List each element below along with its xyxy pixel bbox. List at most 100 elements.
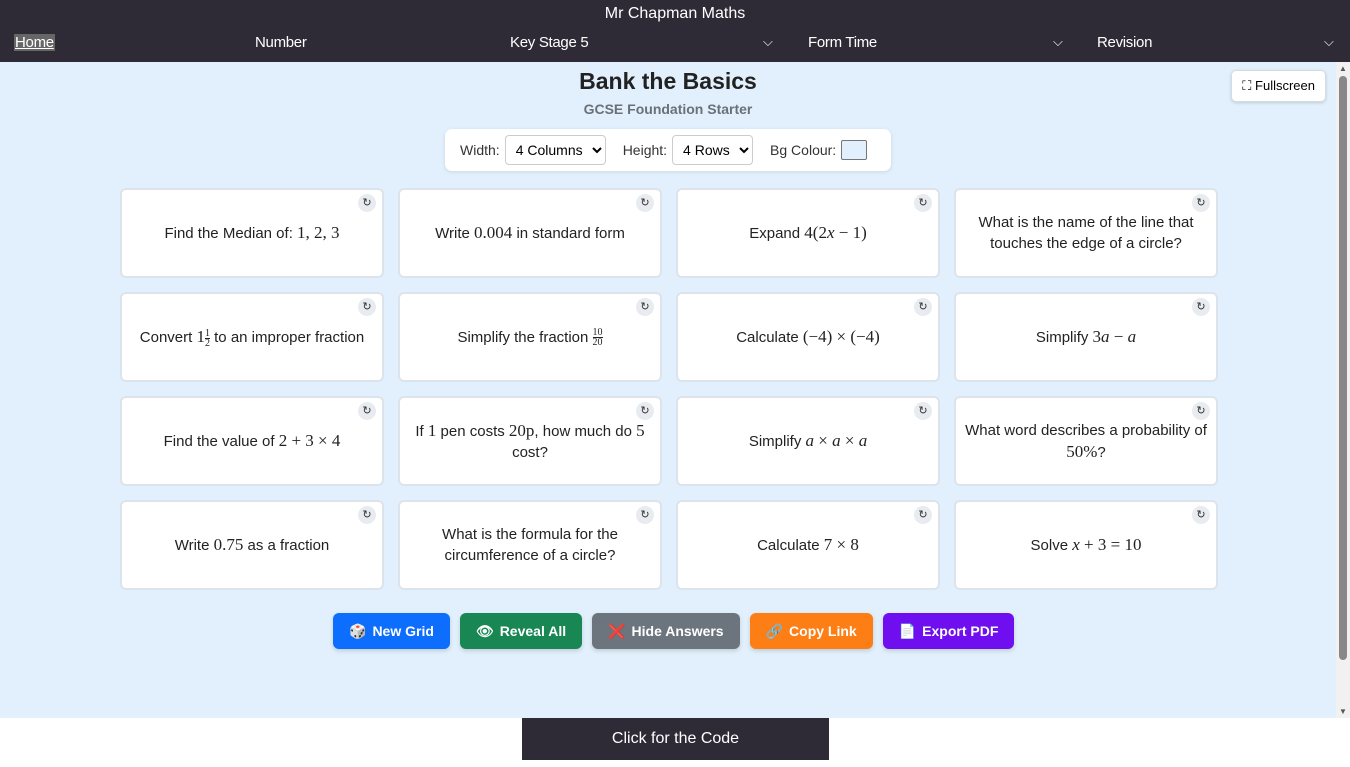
question-card[interactable]: ↻ Calculate 7 × 8	[676, 500, 940, 590]
grid-controls: Width: 4 Columns Height: 4 Rows Bg Colou…	[445, 129, 891, 171]
copy-link-label: Copy Link	[789, 623, 857, 639]
width-label: Width:	[460, 142, 500, 158]
math-expression: 2 + 3 × 4	[278, 431, 341, 450]
reveal-all-button[interactable]: 👁 Reveal All	[459, 613, 583, 649]
header: Mr Chapman Maths Home Number Key Stage 5…	[0, 0, 1350, 62]
refresh-icon[interactable]: ↻	[1192, 506, 1210, 524]
refresh-icon[interactable]: ↻	[636, 194, 654, 212]
question-text: Find the value of 2 + 3 × 4	[164, 430, 341, 452]
fraction-denominator: 2	[204, 337, 210, 349]
nav-form-time[interactable]: Form Time	[808, 34, 877, 51]
question-card[interactable]: ↻ Simplify a × a × a	[676, 396, 940, 486]
question-card[interactable]: ↻ Write 0.75 as a fraction	[120, 500, 384, 590]
math-expression: ×	[814, 431, 833, 450]
question-card[interactable]: ↻ Solve x + 3 = 10	[954, 500, 1218, 590]
refresh-icon[interactable]: ↻	[358, 298, 376, 316]
chevron-down-icon[interactable]: ⌵	[763, 34, 773, 49]
refresh-icon[interactable]: ↻	[636, 506, 654, 524]
refresh-icon[interactable]: ↻	[914, 402, 932, 420]
question-card[interactable]: ↻ If 1 pen costs 20p, how much do 5 cost?	[398, 396, 662, 486]
question-text: Simplify the fraction 10 20	[457, 327, 603, 348]
math-expression: 20p	[508, 420, 535, 440]
height-label: Height:	[622, 142, 668, 158]
hide-answers-label: Hide Answers	[631, 623, 724, 639]
question-card[interactable]: ↻ Simplify the fraction 10 20	[398, 292, 662, 382]
refresh-icon[interactable]: ↻	[914, 298, 932, 316]
refresh-icon[interactable]: ↻	[1192, 298, 1210, 316]
refresh-icon[interactable]: ↻	[358, 506, 376, 524]
question-text: Calculate 7 × 8	[757, 534, 859, 556]
nav-key-stage-5[interactable]: Key Stage 5	[510, 34, 589, 51]
math-variable: x	[1072, 535, 1080, 554]
question-card[interactable]: ↻ Find the Median of: 1, 2, 3	[120, 188, 384, 278]
scrollbar-thumb[interactable]	[1339, 76, 1347, 660]
copy-link-button[interactable]: 🔗 Copy Link	[749, 613, 873, 649]
question-text-part: to an improper fraction	[209, 329, 365, 346]
width-select[interactable]: 4 Columns	[504, 135, 606, 165]
question-text-part: as a fraction	[243, 537, 330, 554]
nav-home[interactable]: Home	[14, 34, 55, 51]
refresh-icon[interactable]: ↻	[358, 194, 376, 212]
question-text: Solve x + 3 = 10	[1031, 534, 1142, 556]
refresh-icon[interactable]: ↻	[914, 194, 932, 212]
export-pdf-icon: 📄	[898, 622, 917, 639]
new-grid-icon: 🎲	[349, 622, 367, 639]
question-text-part: Simplify	[748, 433, 806, 450]
site-title: Mr Chapman Maths	[604, 5, 746, 22]
question-text-part: ?	[1097, 443, 1106, 461]
question-text-part: What word describes a probability of	[965, 421, 1207, 439]
question-text: What is the formula for the circumferenc…	[408, 524, 652, 566]
question-card[interactable]: ↻ What is the name of the line that touch…	[954, 188, 1218, 278]
scroll-up-icon[interactable]: ▲	[1339, 64, 1347, 73]
nav-revision[interactable]: Revision	[1097, 34, 1153, 51]
fullscreen-button[interactable]: ⛶ Fullscreen	[1231, 70, 1326, 102]
refresh-icon[interactable]: ↻	[636, 402, 654, 420]
question-card[interactable]: ↻ Expand 4(2x − 1)	[676, 188, 940, 278]
chevron-down-icon[interactable]: ⌵	[1324, 34, 1334, 49]
fraction: 10 20	[592, 327, 603, 348]
question-text-part: Write	[435, 225, 475, 242]
refresh-icon[interactable]: ↻	[914, 506, 932, 524]
math-expression: 7 × 8	[823, 535, 859, 554]
bg-colour-picker[interactable]	[841, 140, 868, 160]
refresh-icon[interactable]: ↻	[1192, 194, 1210, 212]
scroll-down-icon[interactable]: ▼	[1339, 707, 1347, 716]
question-card[interactable]: ↻ What word describes a probability of 50…	[954, 396, 1218, 486]
math-expression: 3	[1092, 327, 1102, 346]
question-text: Find the Median of: 1, 2, 3	[164, 222, 339, 244]
question-card[interactable]: ↻ Simplify 3a − a	[954, 292, 1218, 382]
new-grid-label: New Grid	[372, 623, 434, 639]
chevron-down-icon[interactable]: ⌵	[1053, 34, 1063, 49]
hide-answers-button[interactable]: ❌ Hide Answers	[592, 613, 740, 649]
refresh-icon[interactable]: ↻	[636, 298, 654, 316]
export-pdf-label: Export PDF	[922, 623, 999, 639]
question-text-part: Convert	[139, 329, 197, 346]
math-variable: x	[826, 223, 835, 242]
question-text: Expand 4(2x − 1)	[749, 222, 867, 244]
question-text: Write 0.004 in standard form	[435, 222, 625, 244]
export-pdf-button[interactable]: 📄 Export PDF	[882, 613, 1015, 649]
question-card[interactable]: ↻ Calculate (−4) × (−4)	[676, 292, 940, 382]
question-grid: ↻ Find the Median of: 1, 2, 3 ↻ Write 0.004…	[120, 188, 1218, 590]
question-card[interactable]: ↻ Write 0.004 in standard form	[398, 188, 662, 278]
code-button[interactable]: Click for the Code	[522, 718, 829, 760]
fullscreen-icon: ⛶	[1242, 78, 1252, 93]
refresh-icon[interactable]: ↻	[1192, 402, 1210, 420]
question-text-part: pen costs	[436, 422, 509, 440]
refresh-icon[interactable]: ↻	[358, 402, 376, 420]
math-expression: ×	[840, 431, 859, 450]
question-card[interactable]: ↻ Find the value of 2 + 3 × 4	[120, 396, 384, 486]
height-select[interactable]: 4 Rows	[672, 135, 754, 165]
question-card[interactable]: ↻ What is the formula for the circumferen…	[398, 500, 662, 590]
question-text-part: What is the formula for the circumferenc…	[442, 526, 618, 564]
nav-number[interactable]: Number	[255, 34, 307, 51]
scrollbar[interactable]: ▲ ▼	[1336, 62, 1350, 718]
new-grid-button[interactable]: 🎲 New Grid	[333, 613, 450, 649]
question-text-part: Find the Median of:	[164, 225, 298, 242]
question-text-part: in standard form	[512, 225, 625, 242]
question-text-part: Calculate	[757, 537, 824, 554]
fraction-numerator: 10	[592, 327, 603, 339]
question-text-part: cost?	[512, 443, 548, 461]
